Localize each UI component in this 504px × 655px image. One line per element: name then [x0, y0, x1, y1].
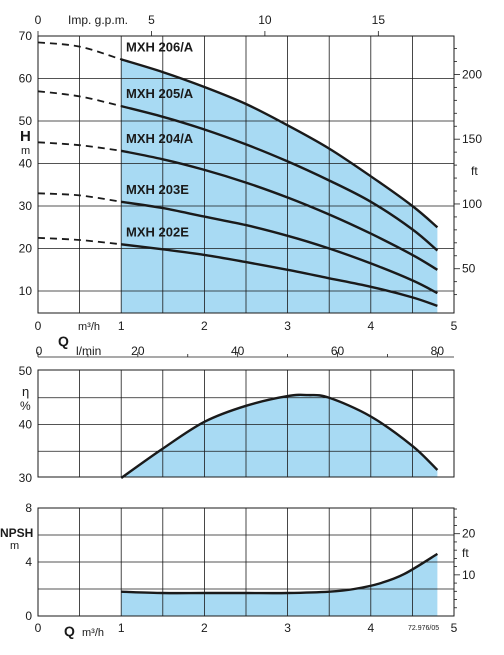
npsh-tick-label: 4	[25, 555, 32, 569]
top-tick-label: 15	[372, 13, 386, 27]
head-frame	[37, 35, 455, 314]
right-tick-label: 150	[462, 132, 482, 146]
npsh-q-label: Q	[64, 623, 75, 639]
x-tick-label: 4	[367, 319, 374, 333]
npsh-axis-label: NPSH	[0, 526, 33, 540]
head-panel: Imp. g.p.m.0 5 10 1510203040506070Hm5010015…	[19, 13, 483, 333]
y-tick-label: 70	[19, 29, 33, 43]
curve-dashed-2	[37, 141, 122, 152]
eff-tick-label: 50	[19, 364, 33, 378]
npsh-tick-label: 8	[25, 501, 32, 515]
npsh-right-tick-label: 20	[462, 527, 476, 541]
lmin-label: l/min	[76, 344, 101, 358]
x-tick-label: 0	[35, 319, 42, 333]
top-axis-label: Imp. g.p.m.	[68, 13, 128, 27]
series-label: MXH 206/A	[126, 39, 194, 54]
eff-tick-label: 40	[19, 418, 33, 432]
x-tick-label: 5	[451, 319, 458, 333]
x-tick-label: 1	[118, 319, 125, 333]
npsh-unit-label: m	[10, 540, 19, 552]
lmin-tick-label: 0	[36, 344, 43, 358]
curve-0	[120, 58, 439, 229]
npsh-x-tick-label: 3	[284, 621, 291, 635]
head-axis-label: H	[20, 128, 31, 145]
curve-dashed-0	[37, 41, 122, 61]
efficiency-panel: Ql/min 0 20 40 60 80 30 40 50 η%	[19, 333, 455, 485]
figure-code: 72.976/05	[408, 625, 439, 632]
y-tick-label: 50	[19, 114, 33, 128]
top-tick-label: 0	[35, 13, 42, 27]
curve-1	[120, 104, 439, 252]
y-tick-label: 40	[19, 157, 33, 171]
npsh-curve	[121, 552, 439, 595]
efficiency-curve	[120, 393, 439, 479]
curve-dashed-3	[37, 192, 122, 203]
npsh-fill	[121, 553, 438, 616]
y-tick-label: 30	[19, 199, 33, 213]
lmin-tick-label: 80	[431, 344, 445, 358]
npsh-frame	[37, 507, 455, 617]
curve-4	[121, 243, 438, 308]
npsh-x-tick-label: 2	[201, 621, 208, 635]
lmin-tick-label: 20	[131, 344, 145, 358]
series-label: MXH 205/A	[126, 86, 194, 101]
npsh-x-unit: m³/h	[82, 627, 104, 639]
curve-dashed-4	[37, 237, 122, 246]
y-tick-label: 10	[19, 284, 33, 298]
x-tick-label: 2	[201, 319, 208, 333]
y-tick-label: 60	[19, 72, 33, 86]
head-unit-label: m	[21, 145, 30, 157]
x-tick-label: 3	[284, 319, 291, 333]
eta-label: η	[22, 384, 29, 399]
right-tick-label: 50	[462, 262, 476, 276]
efficiency-fill	[121, 394, 438, 478]
right-tick-label: 200	[462, 67, 482, 81]
x-unit-label: m³/h	[78, 321, 100, 333]
y-tick-label: 20	[19, 242, 33, 256]
series-label: MXH 202E	[126, 224, 189, 239]
series-label: MXH 203E	[126, 182, 189, 197]
operating-range-fill	[121, 59, 438, 314]
curve-dashed-1	[37, 90, 122, 107]
eff-tick-label: 30	[19, 471, 33, 485]
npsh-x-tick-label: 5	[451, 621, 458, 635]
series-label: MXH 204/A	[126, 131, 194, 146]
npsh-x-tick-label: 1	[118, 621, 125, 635]
top-tick-label: 5	[148, 13, 155, 27]
top-tick-label: 10	[258, 13, 272, 27]
curve-2	[120, 149, 439, 271]
right-tick-label: 100	[462, 197, 482, 211]
lmin-tick-label: 60	[331, 344, 345, 358]
npsh-right-unit: ft	[462, 546, 469, 560]
eta-unit-label: %	[20, 399, 31, 413]
q-label: Q	[58, 333, 69, 349]
npsh-x-tick-label: 4	[367, 621, 374, 635]
npsh-x-tick-label: 0	[35, 621, 42, 635]
npsh-right-tick-label: 10	[462, 568, 476, 582]
lmin-tick-label: 40	[231, 344, 245, 358]
efficiency-frame	[37, 369, 455, 478]
curve-3	[121, 200, 438, 295]
npsh-tick-label: 0	[25, 609, 32, 623]
right-unit-label: ft	[471, 164, 478, 178]
